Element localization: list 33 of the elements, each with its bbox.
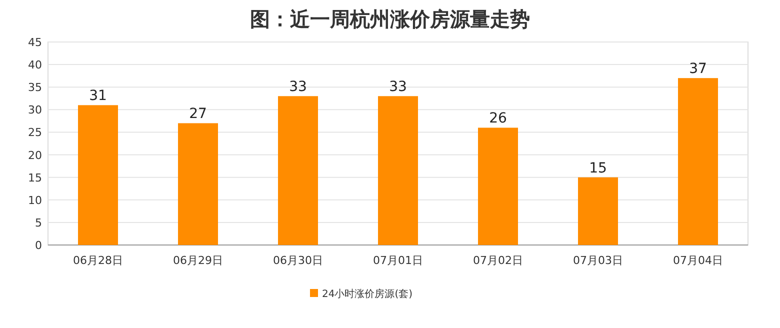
x-tick-label: 07月02日 bbox=[473, 254, 523, 267]
y-tick-label: 25 bbox=[28, 126, 42, 140]
x-tick-label: 07月04日 bbox=[673, 254, 723, 267]
bar bbox=[378, 96, 418, 245]
bar bbox=[478, 128, 518, 245]
y-tick-label: 15 bbox=[28, 171, 42, 184]
data-label: 26 bbox=[489, 110, 507, 127]
x-tick-label: 07月01日 bbox=[373, 254, 423, 267]
bar bbox=[178, 123, 218, 245]
chart-title: 图：近一周杭州涨价房源量走势 bbox=[250, 7, 530, 31]
data-label: 37 bbox=[689, 61, 707, 78]
x-tick-label: 07月03日 bbox=[573, 254, 623, 267]
x-tick-label: 06月30日 bbox=[273, 254, 323, 267]
y-tick-label: 10 bbox=[28, 194, 42, 207]
bar bbox=[678, 78, 718, 245]
y-tick-label: 5 bbox=[35, 216, 42, 230]
bar bbox=[78, 105, 118, 245]
data-label: 27 bbox=[189, 106, 207, 122]
y-tick-label: 30 bbox=[28, 104, 42, 117]
y-tick-label: 0 bbox=[35, 239, 42, 252]
data-label: 31 bbox=[89, 88, 107, 104]
x-tick-label: 06月28日 bbox=[73, 254, 123, 267]
legend-label: 24小时涨价房源(套) bbox=[322, 288, 413, 300]
y-tick-label: 40 bbox=[28, 58, 42, 72]
data-label: 33 bbox=[389, 79, 407, 96]
bar bbox=[278, 96, 318, 245]
y-tick-label: 20 bbox=[28, 148, 42, 162]
y-tick-label: 35 bbox=[28, 81, 42, 94]
bar bbox=[578, 177, 618, 245]
y-tick-label: 45 bbox=[28, 36, 42, 49]
x-tick-label: 06月29日 bbox=[173, 254, 223, 267]
data-label: 33 bbox=[289, 79, 307, 96]
data-label: 15 bbox=[589, 160, 607, 176]
